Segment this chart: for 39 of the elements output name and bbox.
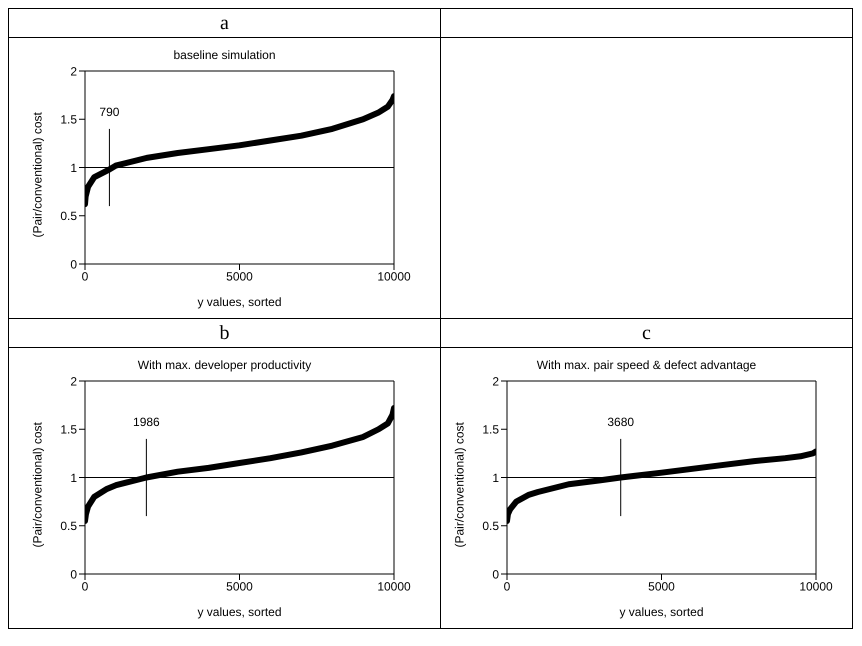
chart-subtitle: With max. developer productivity bbox=[138, 358, 312, 372]
y-tick-label: 2 bbox=[492, 374, 499, 388]
x-tick-label: 0 bbox=[81, 270, 88, 284]
x-tick-label: 10000 bbox=[798, 580, 833, 594]
chart-subtitle: With max. pair speed & defect advantage bbox=[536, 358, 756, 372]
chart-subtitle: baseline simulation bbox=[173, 48, 276, 62]
y-tick-label: 2 bbox=[70, 64, 77, 78]
x-tick-label: 5000 bbox=[226, 580, 253, 594]
ref-line-label: 3680 bbox=[606, 414, 634, 429]
y-tick-label: 0 bbox=[492, 567, 499, 582]
x-tick-label: 0 bbox=[81, 580, 88, 594]
x-tick-label: 5000 bbox=[648, 580, 675, 594]
y-axis-title: (Pair/conventional) cost bbox=[452, 421, 466, 548]
x-axis-title: y values, sorted bbox=[196, 605, 282, 619]
ref-line-label: 1986 bbox=[132, 414, 160, 429]
ref-line-label: 790 bbox=[98, 104, 120, 119]
y-tick-label: 0.5 bbox=[482, 519, 499, 534]
y-axis-title: (Pair/conventional) cost bbox=[30, 421, 44, 548]
y-tick-label: 0.5 bbox=[60, 519, 77, 534]
x-tick-label: 10000 bbox=[376, 580, 411, 594]
chart-title: a bbox=[9, 9, 441, 38]
x-tick-label: 10000 bbox=[376, 270, 411, 284]
x-axis-title: y values, sorted bbox=[196, 295, 282, 309]
y-tick-label: 1 bbox=[492, 470, 499, 485]
x-tick-label: 5000 bbox=[226, 270, 253, 284]
y-tick-label: 0.5 bbox=[60, 209, 77, 224]
x-axis-title: y values, sorted bbox=[618, 605, 704, 619]
y-axis-title: (Pair/conventional) cost bbox=[30, 111, 44, 238]
y-tick-label: 1.5 bbox=[60, 422, 77, 437]
y-tick-label: 1.5 bbox=[60, 112, 77, 127]
y-tick-label: 0 bbox=[70, 257, 77, 272]
y-tick-label: 0 bbox=[70, 567, 77, 582]
chart-title: c bbox=[441, 319, 853, 348]
y-tick-label: 1.5 bbox=[482, 422, 499, 437]
y-tick-label: 1 bbox=[70, 160, 77, 175]
y-tick-label: 1 bbox=[70, 470, 77, 485]
x-tick-label: 0 bbox=[503, 580, 510, 594]
chart-title: b bbox=[9, 319, 441, 348]
y-tick-label: 2 bbox=[70, 374, 77, 388]
